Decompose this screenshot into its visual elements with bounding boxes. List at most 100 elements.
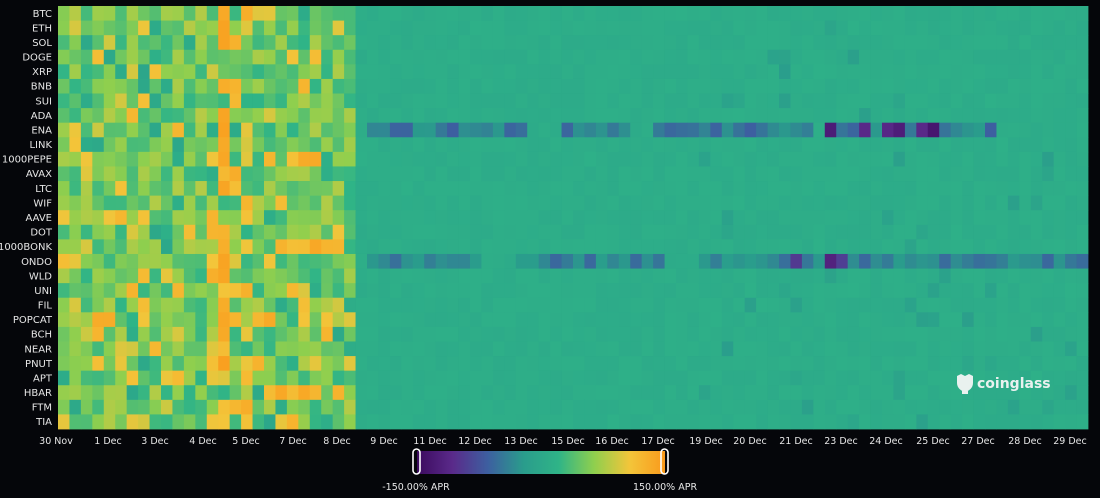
heatmap-cell[interactable] — [767, 93, 780, 109]
heatmap-cell[interactable] — [733, 122, 746, 138]
heatmap-cell[interactable] — [264, 6, 276, 21]
heatmap-cell[interactable] — [435, 64, 448, 80]
heatmap-cell[interactable] — [744, 35, 757, 51]
heatmap-cell[interactable] — [149, 283, 162, 299]
heatmap-cell[interactable] — [298, 78, 311, 94]
heatmap-cell[interactable] — [1030, 341, 1043, 357]
heatmap-cell[interactable] — [836, 6, 849, 21]
heatmap-cell[interactable] — [779, 356, 791, 372]
heatmap-cell[interactable] — [183, 312, 196, 328]
heatmap-cell[interactable] — [401, 283, 414, 299]
heatmap-cell[interactable] — [607, 399, 620, 415]
heatmap-cell[interactable] — [779, 385, 791, 401]
heatmap-cell[interactable] — [538, 239, 551, 255]
heatmap-cell[interactable] — [172, 224, 185, 240]
heatmap-cell[interactable] — [618, 122, 631, 138]
heatmap-cell[interactable] — [756, 414, 768, 430]
heatmap-cell[interactable] — [355, 356, 368, 372]
heatmap-cell[interactable] — [447, 108, 459, 124]
heatmap-cell[interactable] — [836, 78, 849, 94]
heatmap-cell[interactable] — [1030, 210, 1043, 226]
heatmap-cell[interactable] — [756, 253, 768, 269]
heatmap-cell[interactable] — [149, 356, 162, 372]
heatmap-cell[interactable] — [1030, 385, 1043, 401]
heatmap-cell[interactable] — [286, 399, 299, 415]
heatmap-cell[interactable] — [126, 370, 139, 386]
heatmap-cell[interactable] — [744, 341, 757, 357]
heatmap-cell[interactable] — [733, 312, 746, 328]
heatmap-cell[interactable] — [321, 108, 334, 124]
heatmap-cell[interactable] — [824, 20, 837, 36]
heatmap-cell[interactable] — [401, 122, 414, 138]
heatmap-cell[interactable] — [58, 166, 70, 182]
heatmap-cell[interactable] — [69, 137, 82, 153]
heatmap-cell[interactable] — [218, 385, 231, 401]
heatmap-cell[interactable] — [595, 64, 608, 80]
heatmap-cell[interactable] — [344, 108, 356, 124]
heatmap-cell[interactable] — [229, 239, 242, 255]
heatmap-cell[interactable] — [161, 166, 173, 182]
heatmap-cell[interactable] — [756, 20, 768, 36]
heatmap-cell[interactable] — [836, 312, 849, 328]
heatmap-cell[interactable] — [710, 195, 723, 211]
heatmap-cell[interactable] — [321, 151, 334, 167]
heatmap-cell[interactable] — [92, 122, 105, 138]
heatmap-cell[interactable] — [916, 151, 929, 167]
heatmap-cell[interactable] — [962, 385, 974, 401]
heatmap-cell[interactable] — [378, 253, 391, 269]
heatmap-cell[interactable] — [630, 78, 643, 94]
heatmap-cell[interactable] — [309, 122, 322, 138]
heatmap-cell[interactable] — [481, 35, 494, 51]
heatmap-cell[interactable] — [1076, 64, 1089, 80]
heatmap-cell[interactable] — [584, 370, 597, 386]
heatmap-cell[interactable] — [630, 64, 643, 80]
heatmap-cell[interactable] — [447, 6, 459, 21]
heatmap-cell[interactable] — [378, 370, 391, 386]
heatmap-cell[interactable] — [435, 224, 448, 240]
heatmap-cell[interactable] — [1076, 6, 1089, 21]
heatmap-cell[interactable] — [595, 253, 608, 269]
heatmap-cell[interactable] — [1065, 341, 1077, 357]
heatmap-cell[interactable] — [470, 239, 482, 255]
heatmap-cell[interactable] — [1007, 151, 1020, 167]
heatmap-cell[interactable] — [286, 283, 299, 299]
heatmap-cell[interactable] — [389, 210, 402, 226]
heatmap-cell[interactable] — [859, 6, 871, 21]
heatmap-cell[interactable] — [561, 151, 574, 167]
heatmap-cell[interactable] — [481, 93, 494, 109]
heatmap-cell[interactable] — [893, 312, 906, 328]
heatmap-cell[interactable] — [355, 283, 368, 299]
heatmap-cell[interactable] — [1007, 35, 1020, 51]
heatmap-cell[interactable] — [801, 341, 814, 357]
heatmap-cell[interactable] — [813, 283, 826, 299]
heatmap-cell[interactable] — [309, 326, 322, 342]
heatmap-cell[interactable] — [870, 210, 883, 226]
heatmap-cell[interactable] — [309, 370, 322, 386]
heatmap-cell[interactable] — [1019, 385, 1032, 401]
heatmap-cell[interactable] — [664, 312, 677, 328]
heatmap-cell[interactable] — [744, 312, 757, 328]
heatmap-cell[interactable] — [332, 268, 345, 284]
heatmap-cell[interactable] — [126, 253, 139, 269]
heatmap-cell[interactable] — [504, 399, 517, 415]
heatmap-cell[interactable] — [229, 93, 242, 109]
heatmap-cell[interactable] — [92, 210, 105, 226]
heatmap-cell[interactable] — [515, 166, 528, 182]
heatmap-cell[interactable] — [344, 253, 356, 269]
heatmap-cell[interactable] — [756, 6, 768, 21]
heatmap-cell[interactable] — [710, 181, 723, 197]
heatmap-cell[interactable] — [973, 283, 986, 299]
heatmap-cell[interactable] — [744, 166, 757, 182]
heatmap-cell[interactable] — [870, 312, 883, 328]
heatmap-cell[interactable] — [973, 151, 986, 167]
heatmap-cell[interactable] — [618, 93, 631, 109]
heatmap-cell[interactable] — [241, 268, 253, 284]
heatmap-cell[interactable] — [733, 166, 746, 182]
heatmap-cell[interactable] — [69, 195, 82, 211]
heatmap-cell[interactable] — [744, 64, 757, 80]
heatmap-cell[interactable] — [309, 224, 322, 240]
heatmap-cell[interactable] — [1076, 122, 1089, 138]
heatmap-cell[interactable] — [515, 122, 528, 138]
heatmap-cell[interactable] — [756, 151, 768, 167]
heatmap-cell[interactable] — [424, 35, 437, 51]
